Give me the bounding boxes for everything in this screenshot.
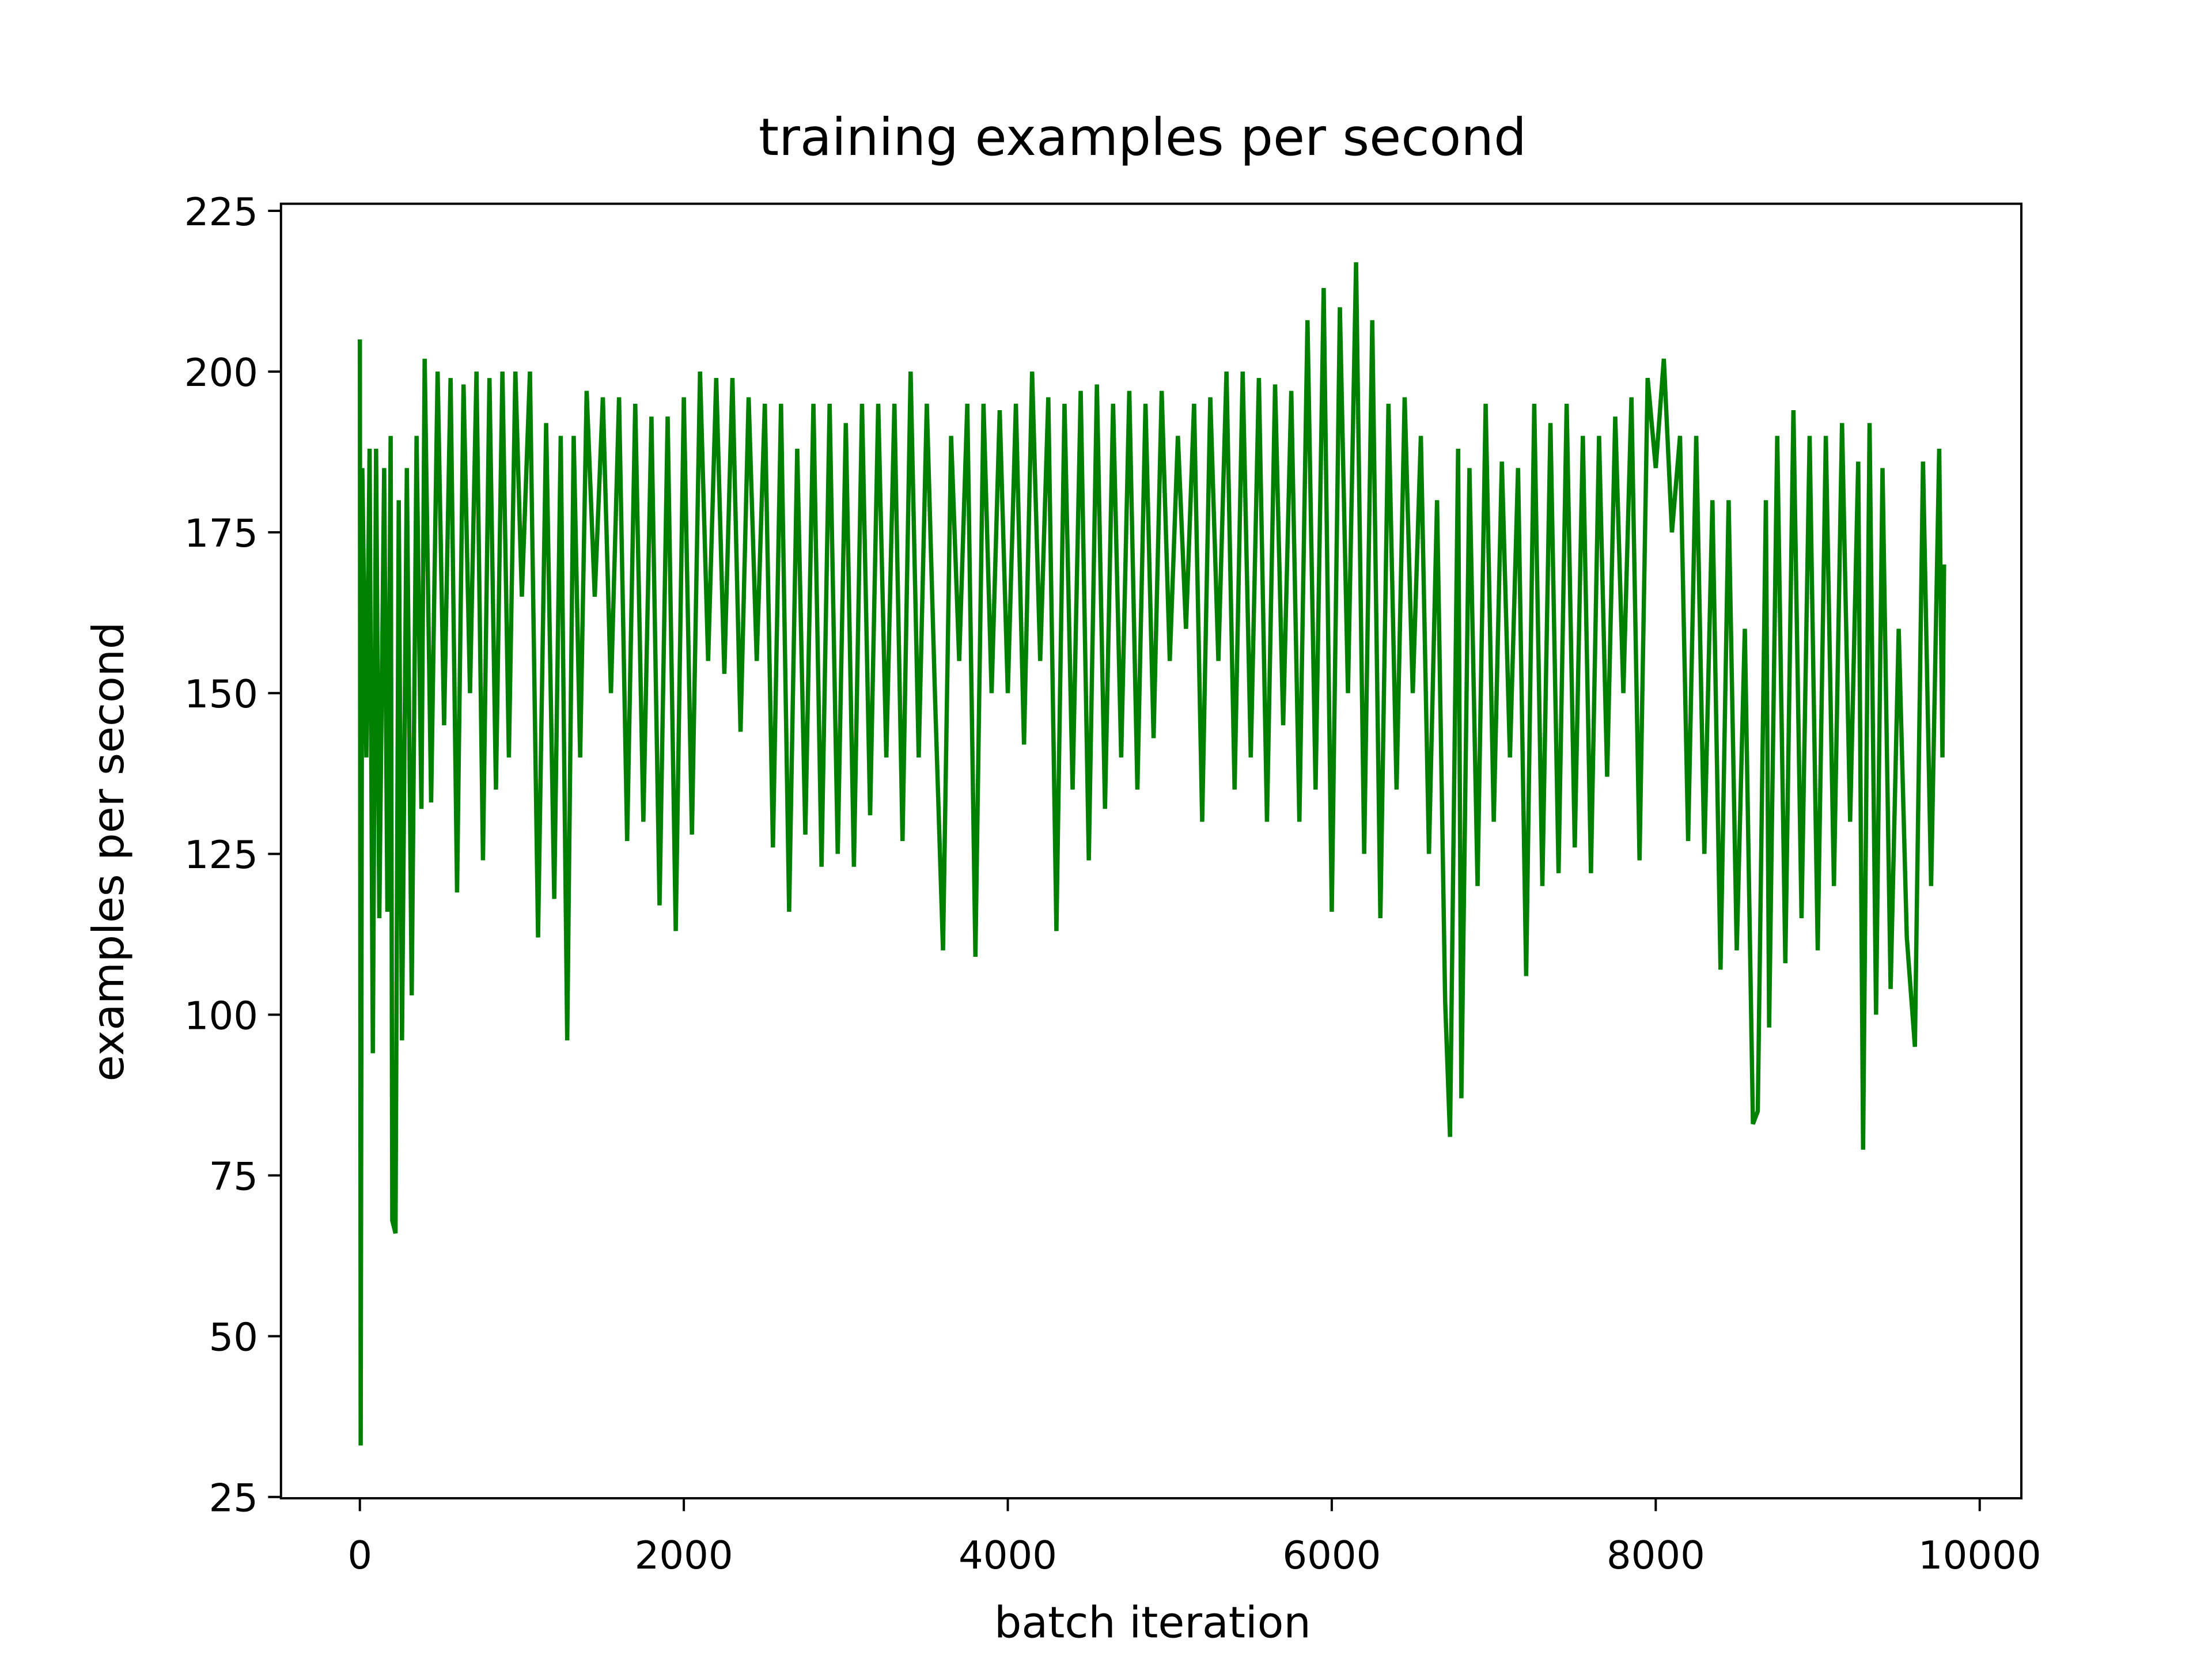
y-tick-label: 175 xyxy=(184,511,258,556)
x-tick-label: 6000 xyxy=(1282,1533,1381,1578)
y-tick-label: 125 xyxy=(184,832,258,877)
y-tick-label: 150 xyxy=(184,672,258,717)
y-tick-label: 50 xyxy=(209,1315,258,1360)
x-tick-label: 2000 xyxy=(635,1533,733,1578)
x-tick-label: 8000 xyxy=(1607,1533,1705,1578)
y-tick-label: 200 xyxy=(184,350,258,395)
plot-frame xyxy=(279,202,2022,1499)
data-line xyxy=(357,262,1946,1446)
y-tick-label: 225 xyxy=(184,190,258,234)
y-tick-label: 25 xyxy=(209,1476,258,1521)
y-axis-label: examples per second xyxy=(84,622,134,1082)
x-axis-label: batch iteration xyxy=(994,1597,1311,1647)
y-tick-label: 75 xyxy=(209,1154,258,1199)
chart-title: training examples per second xyxy=(759,108,1527,168)
y-tick-label: 100 xyxy=(184,993,258,1038)
x-tick-label: 10000 xyxy=(1918,1533,2041,1578)
x-tick-label: 0 xyxy=(347,1533,372,1578)
x-tick-label: 4000 xyxy=(959,1533,1057,1578)
